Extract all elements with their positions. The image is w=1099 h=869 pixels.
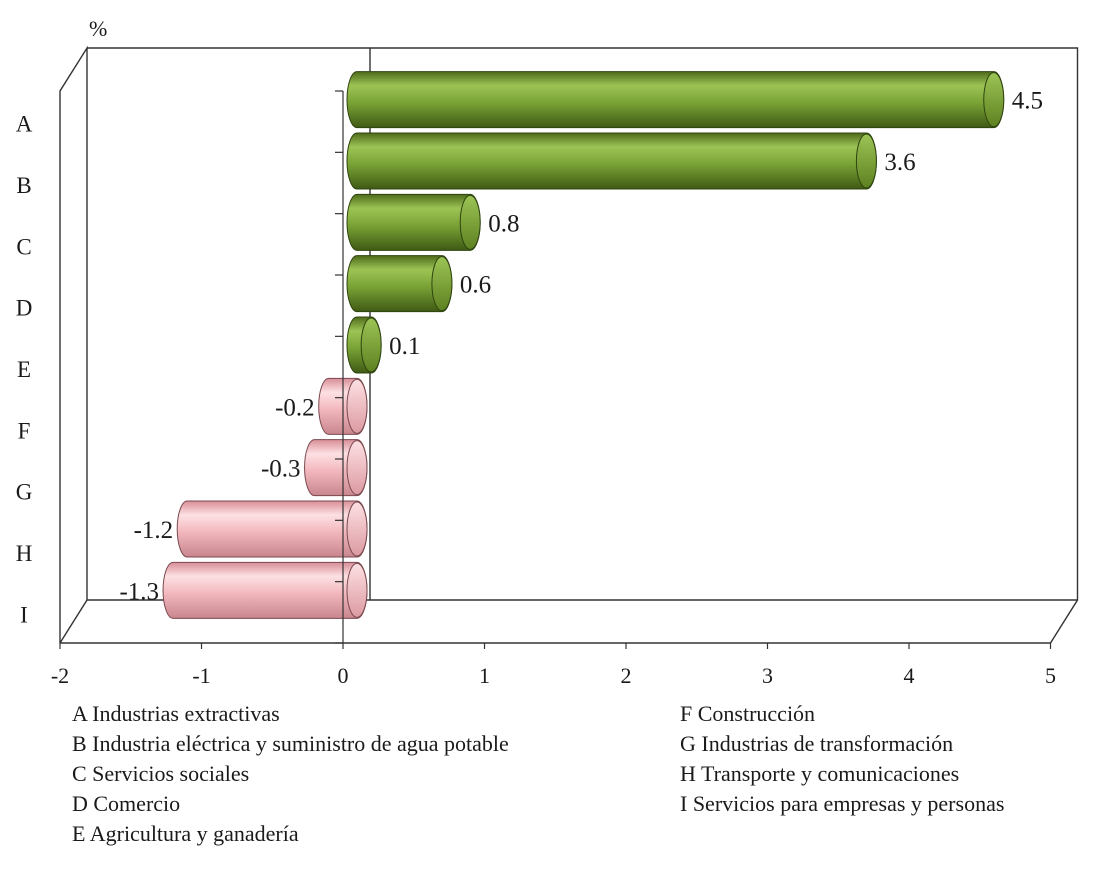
- side-wall: [59, 45, 88, 644]
- y-unit-label: %: [89, 16, 107, 41]
- legend-entry: A Industrias extractivas: [72, 701, 280, 726]
- category-label-A: A: [16, 112, 33, 137]
- x-axis: -2 -1 0 1 2 3 4 5: [51, 642, 1056, 688]
- x-tick-label: 4: [904, 663, 915, 688]
- legend-entry: H Transporte y comunicaciones: [680, 761, 960, 786]
- value-label-F: -0.2: [275, 394, 315, 421]
- bar-cap: [346, 440, 368, 496]
- legend-entry: I Servicios para empresas y personas: [680, 791, 1005, 816]
- value-label-G: -0.3: [261, 456, 301, 483]
- x-tick-label: 5: [1045, 663, 1056, 688]
- bars: [162, 71, 1005, 619]
- back-wall: [87, 47, 1079, 644]
- bar-body: [346, 132, 877, 190]
- category-label-H: H: [16, 541, 33, 566]
- value-label-H: -1.2: [134, 517, 174, 544]
- category-label-I: I: [20, 602, 28, 627]
- x-tick-label: 0: [338, 663, 349, 688]
- x-tick-label: 1: [479, 663, 490, 688]
- x-tick-label: 2: [621, 663, 632, 688]
- bar-D: [346, 255, 453, 313]
- category-label-E: E: [17, 357, 31, 382]
- legend-entry: D Comercio: [72, 791, 181, 816]
- value-label-I: -1.3: [119, 578, 159, 605]
- bar-G: [304, 439, 368, 497]
- x-tick-label: -1: [192, 663, 210, 688]
- value-label-D: 0.6: [460, 272, 491, 299]
- category-label-D: D: [16, 296, 33, 321]
- value-label-C: 0.8: [488, 210, 519, 237]
- value-label-B: 3.6: [884, 149, 915, 176]
- bar-A: [346, 71, 1005, 129]
- bar-body: [176, 500, 368, 558]
- x-tick-label: 3: [762, 663, 773, 688]
- category-label-F: F: [18, 418, 31, 443]
- bar-body: [162, 561, 368, 619]
- legend-entry: C Servicios sociales: [72, 761, 250, 786]
- x-tick-label: -2: [51, 663, 69, 688]
- legend-entry: F Construcción: [680, 701, 816, 726]
- bar-B: [346, 132, 877, 190]
- category-label-C: C: [16, 234, 31, 259]
- bar-I: [162, 561, 368, 619]
- category-label-G: G: [16, 480, 33, 505]
- bar-cap: [459, 194, 481, 250]
- bar-cap: [346, 378, 368, 434]
- bar-cap: [983, 72, 1005, 128]
- legend-entry: B Industria eléctrica y suministro de ag…: [72, 731, 509, 756]
- value-label-A: 4.5: [1012, 88, 1043, 115]
- bar-cap: [855, 133, 877, 189]
- bar-chart: -2 -1 0 1 2 3 4 5 A B C D E F G H I 4.5 3.6 0.8 0.6 0.1 -0.2…: [16, 16, 1079, 688]
- legend-entry: G Industrias de transformación: [680, 731, 954, 756]
- value-label-E: 0.1: [389, 333, 420, 360]
- legend-right-column: F Construcción G Industrias de transforma…: [680, 699, 1004, 819]
- category-axis: A B C D E F G H I: [16, 90, 344, 644]
- bar-cap: [346, 501, 368, 557]
- bar-C: [346, 193, 481, 251]
- value-labels: 4.5 3.6 0.8 0.6 0.1 -0.2 -0.3 -1.2 -1.3: [119, 88, 1043, 606]
- bar-H: [176, 500, 368, 558]
- legend-entry: E Agricultura y ganadería: [72, 821, 299, 846]
- bar-body: [346, 71, 1005, 129]
- category-label-B: B: [16, 173, 31, 198]
- bar-cap: [360, 317, 382, 373]
- bar-E: [346, 316, 382, 374]
- bar-cap: [346, 562, 368, 618]
- legend-left-column: A Industrias extractivas B Industria eléc…: [72, 699, 509, 849]
- bar-cap: [431, 256, 453, 312]
